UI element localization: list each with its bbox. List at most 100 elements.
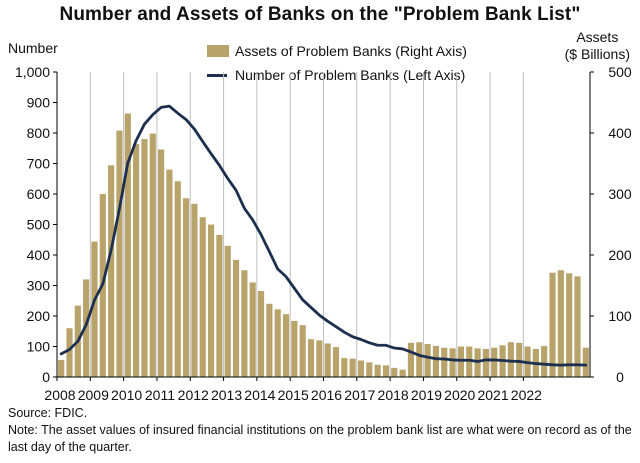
- bar: [491, 347, 498, 377]
- y-left-tick-label: 200: [27, 308, 51, 324]
- legend-swatch-line: [207, 73, 227, 77]
- bar: [341, 358, 348, 377]
- chart-title: Number and Assets of Banks on the "Probl…: [59, 4, 581, 25]
- bar: [174, 181, 181, 377]
- legend-label-number: Number of Problem Banks (Left Axis): [235, 67, 466, 83]
- bar: [299, 325, 306, 377]
- bar: [382, 365, 390, 377]
- bar: [66, 328, 73, 377]
- bar: [191, 203, 198, 377]
- legend-label-assets: Assets of Problem Banks (Right Axis): [235, 43, 467, 59]
- bar: [416, 342, 423, 377]
- x-tick-label: 2009: [78, 387, 109, 403]
- x-tick-label: 2020: [444, 387, 475, 403]
- bar: [332, 347, 340, 377]
- y-left-tick-label: 0: [42, 369, 50, 385]
- bar: [149, 133, 156, 377]
- bar: [574, 276, 581, 377]
- y-left-tick-label: 700: [27, 156, 51, 172]
- bar: [582, 347, 589, 377]
- legend-item-assets: Assets of Problem Banks (Right Axis): [207, 39, 467, 63]
- bar: [91, 241, 98, 377]
- bar: [482, 348, 489, 377]
- bar: [549, 272, 556, 377]
- bar: [249, 282, 256, 377]
- bar: [366, 362, 373, 377]
- x-tick-label: 2016: [311, 387, 342, 403]
- bar: [199, 217, 206, 377]
- bar: [449, 348, 456, 377]
- bar: [566, 273, 573, 377]
- y-left-tick-label: 1,000: [15, 64, 50, 80]
- x-tick-label: 2008: [44, 387, 75, 403]
- y-right-tick-label: 0: [616, 369, 624, 385]
- bar: [183, 198, 190, 377]
- x-tick-label: 2011: [145, 387, 175, 403]
- source-note: Source: FDIC.: [8, 406, 88, 420]
- legend-swatch-bar: [207, 45, 229, 57]
- bar: [507, 342, 514, 377]
- bar: [516, 342, 523, 377]
- legend: Assets of Problem Banks (Right Axis) Num…: [207, 39, 467, 87]
- bar: [224, 245, 231, 377]
- y-left-tick-label: 900: [27, 95, 51, 111]
- bar: [158, 149, 165, 377]
- y-axis-right-title-line2: ($ Billions): [564, 46, 630, 62]
- y-right-tick-label: 100: [608, 308, 632, 324]
- bar: [133, 143, 140, 377]
- x-tick-label: 2010: [111, 387, 142, 403]
- bar: [166, 169, 173, 377]
- bar: [207, 224, 215, 377]
- y-left-tick-label: 600: [27, 186, 51, 202]
- bar: [257, 290, 265, 377]
- x-tick-label: 2018: [378, 387, 409, 403]
- bar: [424, 344, 431, 377]
- bar: [407, 342, 415, 377]
- y-left-tick-label: 100: [27, 339, 51, 355]
- bar: [232, 259, 240, 377]
- bar: [357, 360, 365, 377]
- bar: [316, 340, 323, 377]
- bar: [457, 346, 464, 377]
- x-tick-label: 2012: [178, 387, 209, 403]
- x-tick-label: 2022: [511, 387, 542, 403]
- bar: [541, 345, 548, 377]
- bar: [58, 359, 65, 377]
- bar: [391, 367, 398, 377]
- y-left-tick-label: 300: [27, 278, 51, 294]
- bar: [349, 358, 356, 377]
- line-series-number: [59, 104, 588, 367]
- bar: [83, 279, 90, 377]
- bar: [466, 346, 473, 377]
- x-tick-label: 2021: [477, 387, 508, 403]
- bar: [291, 320, 298, 377]
- bar: [216, 234, 223, 377]
- bar: [374, 364, 381, 377]
- y-left-tick-label: 400: [27, 247, 51, 263]
- footnotes: Source: FDIC. Note: The asset values of …: [8, 405, 636, 456]
- bar: [307, 339, 315, 377]
- bar: [557, 270, 564, 377]
- y-right-tick-label: 400: [608, 125, 632, 141]
- x-tick-label: 2019: [411, 387, 442, 403]
- legend-item-number: Number of Problem Banks (Left Axis): [207, 63, 467, 87]
- bar: [141, 139, 148, 377]
- y-left-tick-label: 500: [27, 217, 51, 233]
- bar: [241, 270, 248, 377]
- y-axis-left-title: Number: [8, 40, 58, 56]
- bar: [432, 345, 440, 377]
- x-tick-label: 2015: [278, 387, 309, 403]
- bar: [116, 130, 123, 377]
- bar: [282, 314, 290, 377]
- x-tick-label: 2014: [244, 387, 275, 403]
- bar: [124, 113, 131, 377]
- footnote-text: Note: The asset values of insured financ…: [8, 423, 632, 454]
- y-axis-right-title: Assets ($ Billions): [565, 29, 630, 63]
- bar: [266, 303, 273, 377]
- bar: [274, 309, 281, 377]
- bar: [441, 347, 448, 377]
- y-right-tick-label: 500: [608, 64, 632, 80]
- x-tick-label: 2017: [344, 387, 375, 403]
- x-tick-label: 2013: [211, 387, 242, 403]
